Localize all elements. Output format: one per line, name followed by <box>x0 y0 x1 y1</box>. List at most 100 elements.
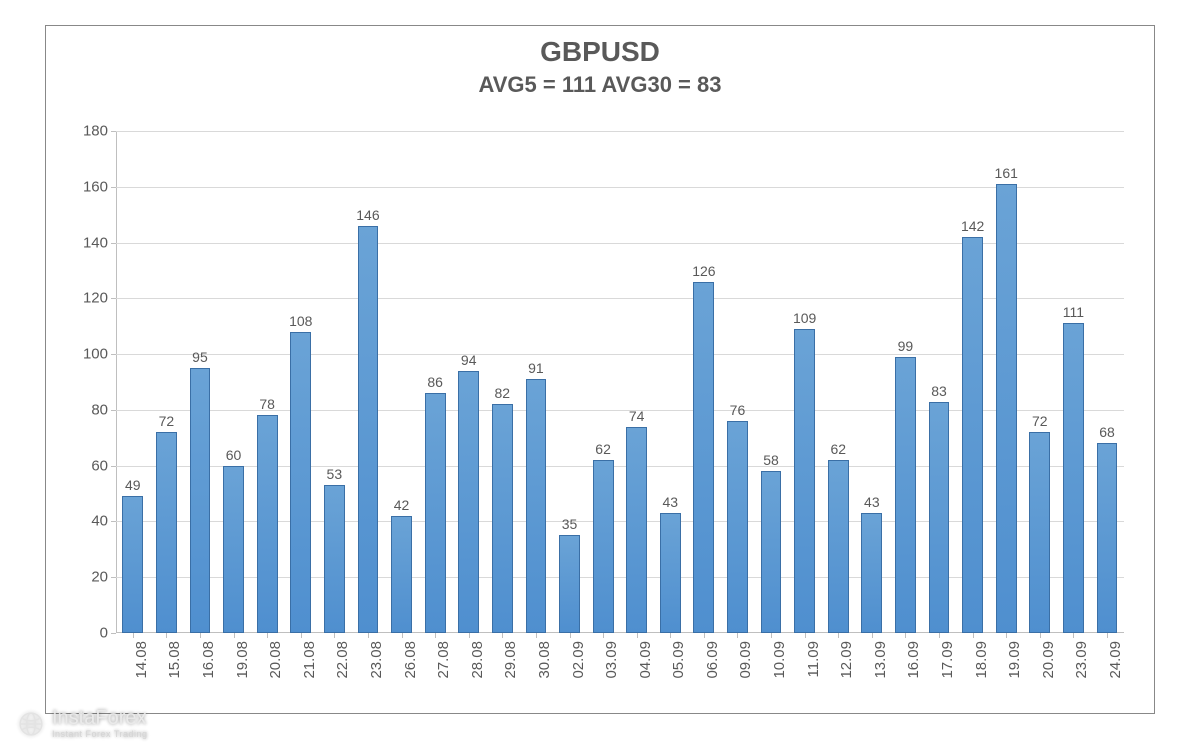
x-label-slot: 26.08 <box>385 635 419 705</box>
x-label-slot: 20.09 <box>1023 635 1057 705</box>
x-tick-mark <box>435 633 436 638</box>
bar: 109 <box>794 329 815 633</box>
bar-slot: 62 <box>586 131 620 633</box>
x-tick-label: 30.08 <box>536 641 553 679</box>
x-label-slot: 23.08 <box>351 635 385 705</box>
bar-value-label: 42 <box>394 497 410 513</box>
x-tick-label: 20.08 <box>267 641 284 679</box>
x-label-slot: 18.09 <box>956 635 990 705</box>
x-tick-mark <box>637 633 638 638</box>
y-tick-mark <box>111 633 116 634</box>
x-label-slot: 29.08 <box>486 635 520 705</box>
x-tick-label: 04.09 <box>637 641 654 679</box>
bar-slot: 78 <box>250 131 284 633</box>
x-label-slot: 13.09 <box>855 635 889 705</box>
watermark-brand: InstaForex <box>52 708 148 728</box>
bar-slot: 91 <box>519 131 553 633</box>
x-label-slot: 23.09 <box>1057 635 1091 705</box>
x-tick-label: 20.09 <box>1040 641 1057 679</box>
x-tick-label: 16.09 <box>905 641 922 679</box>
x-tick-mark <box>704 633 705 638</box>
x-tick-label: 12.09 <box>838 641 855 679</box>
y-tick-label: 40 <box>91 513 108 530</box>
x-label-slot: 14.08 <box>116 635 150 705</box>
y-tick-mark <box>111 243 116 244</box>
x-tick-label: 14.08 <box>133 641 150 679</box>
x-label-slot: 28.08 <box>452 635 486 705</box>
bar-value-label: 91 <box>528 360 544 376</box>
bar-slot: 86 <box>418 131 452 633</box>
bar: 53 <box>324 485 345 633</box>
bar-slot: 58 <box>754 131 788 633</box>
x-label-slot: 05.09 <box>654 635 688 705</box>
bar-value-label: 62 <box>830 441 846 457</box>
bar-value-label: 58 <box>763 452 779 468</box>
x-label-slot: 22.08 <box>318 635 352 705</box>
x-tick-label: 05.09 <box>670 641 687 679</box>
y-tick-label: 120 <box>83 290 108 307</box>
bar-value-label: 60 <box>226 447 242 463</box>
bar: 111 <box>1063 323 1084 633</box>
bar: 142 <box>962 237 983 633</box>
bar: 68 <box>1097 443 1118 633</box>
bar-slot: 95 <box>183 131 217 633</box>
x-tick-mark <box>973 633 974 638</box>
x-tick-mark <box>368 633 369 638</box>
x-tick-mark <box>402 633 403 638</box>
bar-slot: 72 <box>1023 131 1057 633</box>
x-label-slot: 02.09 <box>553 635 587 705</box>
y-tick-label: 60 <box>91 457 108 474</box>
y-tick-label: 160 <box>83 178 108 195</box>
y-tick-mark <box>111 410 116 411</box>
bar-slot: 108 <box>284 131 318 633</box>
x-tick-label: 15.08 <box>166 641 183 679</box>
bar-slot: 62 <box>821 131 855 633</box>
bar-slot: 161 <box>989 131 1023 633</box>
x-tick-mark <box>502 633 503 638</box>
bar: 62 <box>593 460 614 633</box>
y-tick-mark <box>111 131 116 132</box>
bar-slot: 68 <box>1090 131 1124 633</box>
x-label-slot: 16.08 <box>183 635 217 705</box>
x-tick-mark <box>536 633 537 638</box>
x-tick-label: 22.08 <box>334 641 351 679</box>
bar: 161 <box>996 184 1017 633</box>
bar-value-label: 43 <box>864 494 880 510</box>
x-tick-label: 10.09 <box>771 641 788 679</box>
bar-slot: 142 <box>956 131 990 633</box>
chart-subtitle: AVG5 = 111 AVG30 = 83 <box>46 72 1154 98</box>
y-tick-mark <box>111 577 116 578</box>
bar-value-label: 94 <box>461 352 477 368</box>
y-tick-label: 80 <box>91 401 108 418</box>
x-tick-mark <box>670 633 671 638</box>
bar-value-label: 72 <box>159 413 175 429</box>
bar-slot: 72 <box>150 131 184 633</box>
x-tick-label: 27.08 <box>435 641 452 679</box>
bar-slot: 74 <box>620 131 654 633</box>
bar: 74 <box>626 427 647 633</box>
bar: 72 <box>1029 432 1050 633</box>
x-tick-mark <box>737 633 738 638</box>
x-tick-mark <box>838 633 839 638</box>
bar-slot: 43 <box>654 131 688 633</box>
bar: 43 <box>861 513 882 633</box>
x-label-slot: 17.09 <box>922 635 956 705</box>
watermark: InstaForex Instant Forex Trading <box>18 708 148 739</box>
x-label-slot: 03.09 <box>586 635 620 705</box>
bar: 108 <box>290 332 311 633</box>
x-tick-mark <box>1040 633 1041 638</box>
bar-value-label: 49 <box>125 477 141 493</box>
x-tick-label: 21.08 <box>301 641 318 679</box>
bar-value-label: 78 <box>259 396 275 412</box>
x-tick-mark <box>301 633 302 638</box>
x-tick-mark <box>1073 633 1074 638</box>
x-tick-mark <box>603 633 604 638</box>
x-tick-label: 09.09 <box>737 641 754 679</box>
chart-container: GBPUSD AVG5 = 111 AVG30 = 83 49 72 95 60 78 1… <box>45 25 1155 714</box>
bar: 95 <box>190 368 211 633</box>
bar-value-label: 62 <box>595 441 611 457</box>
x-tick-mark <box>939 633 940 638</box>
x-tick-mark <box>771 633 772 638</box>
chart-title: GBPUSD <box>46 36 1154 68</box>
bar: 49 <box>122 496 143 633</box>
